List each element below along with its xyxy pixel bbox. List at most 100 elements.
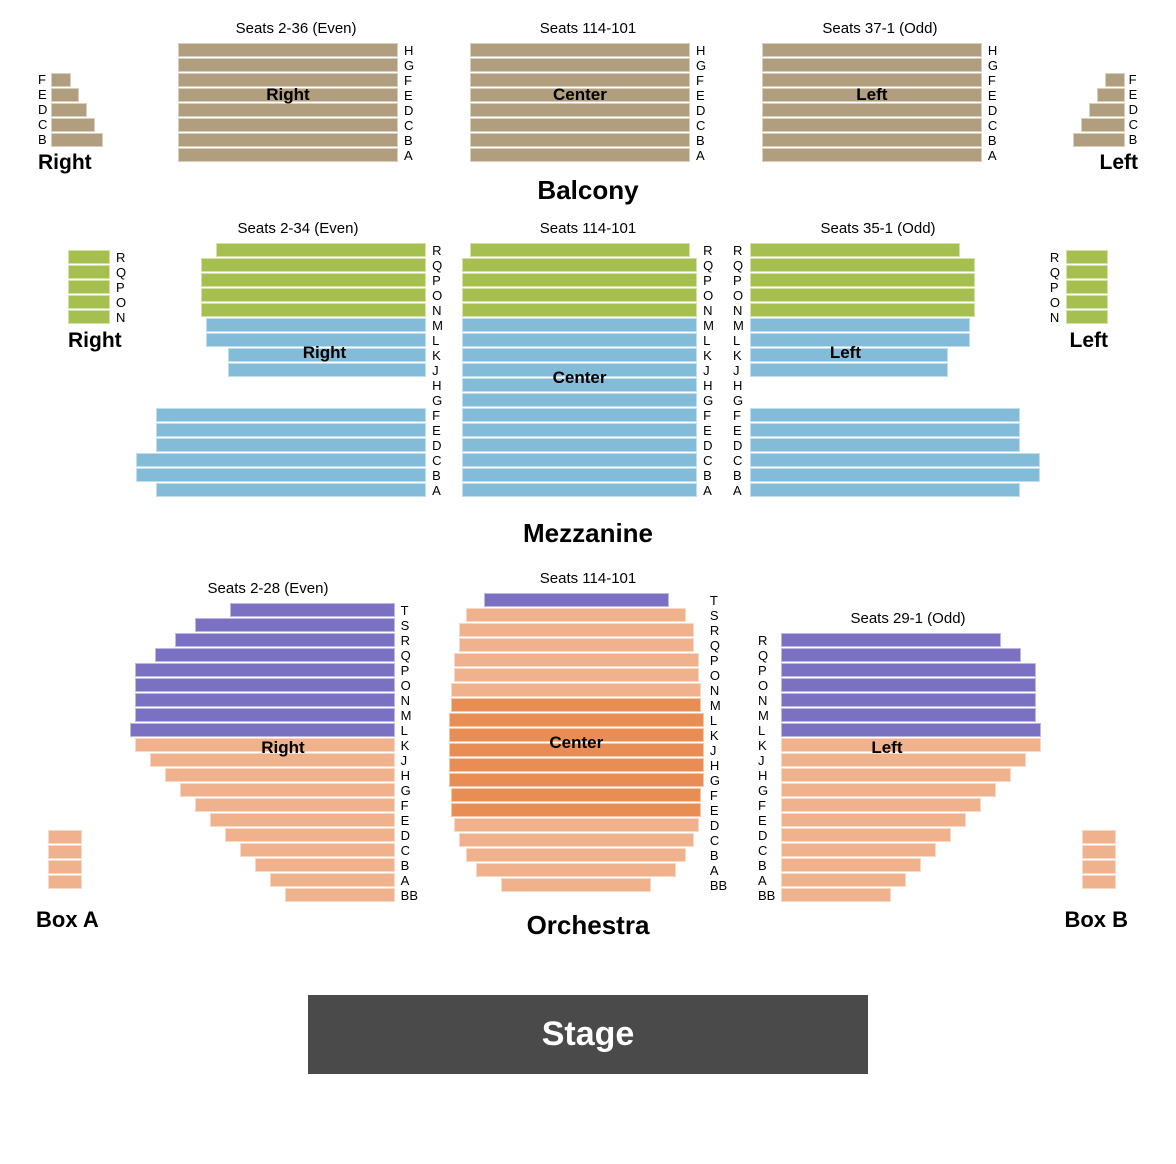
seat-row[interactable]	[51, 73, 71, 87]
seat-row[interactable]	[68, 265, 110, 279]
seat-row[interactable]	[781, 768, 1011, 782]
seat-row[interactable]	[462, 288, 697, 302]
seat-row[interactable]	[750, 273, 975, 287]
seat-row[interactable]	[762, 148, 982, 162]
seat-row[interactable]	[781, 708, 1036, 722]
seat-row[interactable]	[1082, 830, 1116, 844]
seat-row[interactable]	[136, 453, 426, 467]
seat-row[interactable]	[781, 813, 966, 827]
seat-row[interactable]	[51, 118, 95, 132]
seat-row[interactable]	[178, 103, 398, 117]
seat-row[interactable]	[285, 888, 395, 902]
seat-row[interactable]	[48, 845, 82, 859]
seat-row[interactable]	[68, 250, 110, 264]
seat-row[interactable]	[201, 288, 426, 302]
seat-row[interactable]	[1066, 295, 1108, 309]
seat-row[interactable]	[48, 875, 82, 889]
mezz-left-section[interactable]: Seats 35-1 (Odd) RQPONMLKJHGFEDCBA Left	[733, 220, 1023, 498]
seat-row[interactable]	[750, 303, 975, 317]
seat-row[interactable]	[750, 408, 1020, 422]
seat-row[interactable]	[781, 858, 921, 872]
seat-row[interactable]	[781, 633, 1001, 647]
seat-row[interactable]	[255, 858, 395, 872]
seat-row[interactable]	[750, 453, 1040, 467]
mezz-far-left[interactable]: RQPON Left	[1050, 250, 1108, 353]
orch-center-section[interactable]: Seats 114-101 Center TSRQPONMLKJHGFEDCBA…	[449, 570, 727, 893]
seat-row[interactable]	[175, 633, 395, 647]
seat-row[interactable]	[454, 818, 699, 832]
seat-row[interactable]	[470, 148, 690, 162]
seat-row[interactable]	[454, 653, 699, 667]
seat-row[interactable]	[201, 258, 426, 272]
seat-row[interactable]	[501, 878, 651, 892]
seat-row[interactable]	[750, 423, 1020, 437]
seat-row[interactable]	[1081, 118, 1125, 132]
seat-row[interactable]	[750, 288, 975, 302]
seat-row[interactable]	[762, 43, 982, 57]
seat-row[interactable]	[762, 103, 982, 117]
seat-row[interactable]	[466, 608, 686, 622]
seat-row[interactable]	[201, 273, 426, 287]
mezz-right-section[interactable]: Seats 2-34 (Even) Right RQPONMLKJHGFEDCB…	[153, 220, 443, 498]
seat-row[interactable]	[459, 638, 694, 652]
seat-row[interactable]	[178, 43, 398, 57]
seat-row[interactable]	[470, 133, 690, 147]
seat-row[interactable]	[462, 318, 697, 332]
seat-row[interactable]	[781, 843, 936, 857]
seat-row[interactable]	[225, 828, 395, 842]
seat-row[interactable]	[210, 813, 395, 827]
seat-row[interactable]	[48, 830, 82, 844]
seat-row[interactable]	[459, 623, 694, 637]
seat-row[interactable]	[48, 860, 82, 874]
seat-row[interactable]	[781, 678, 1036, 692]
seat-row[interactable]	[51, 103, 87, 117]
seat-row[interactable]	[459, 833, 694, 847]
seat-row[interactable]	[781, 828, 951, 842]
seat-row[interactable]	[156, 408, 426, 422]
seat-row[interactable]	[156, 483, 426, 497]
seat-row[interactable]	[155, 648, 395, 662]
seat-row[interactable]	[1066, 250, 1108, 264]
balcony-right-section[interactable]: Seats 2-36 (Even) Right HGFEDCBA	[178, 20, 414, 163]
seat-row[interactable]	[462, 468, 697, 482]
seat-row[interactable]	[781, 663, 1036, 677]
seat-row[interactable]	[762, 118, 982, 132]
seat-row[interactable]	[51, 88, 79, 102]
seat-row[interactable]	[156, 438, 426, 452]
seat-row[interactable]	[1082, 845, 1116, 859]
seat-row[interactable]	[781, 873, 906, 887]
seat-row[interactable]	[462, 453, 697, 467]
seat-row[interactable]	[454, 668, 699, 682]
seat-row[interactable]	[136, 468, 426, 482]
seat-row[interactable]	[135, 663, 395, 677]
seat-row[interactable]	[68, 295, 110, 309]
seat-row[interactable]	[750, 483, 1020, 497]
seat-row[interactable]	[135, 693, 395, 707]
seat-row[interactable]	[1066, 280, 1108, 294]
seat-row[interactable]	[750, 258, 975, 272]
balcony-far-left[interactable]: FEDCB Left	[1073, 72, 1138, 175]
seat-row[interactable]	[750, 243, 960, 257]
seat-row[interactable]	[449, 713, 704, 727]
seat-row[interactable]	[462, 348, 697, 362]
seat-row[interactable]	[1066, 310, 1108, 324]
seat-row[interactable]	[466, 848, 686, 862]
seat-row[interactable]	[476, 863, 676, 877]
seat-row[interactable]	[470, 43, 690, 57]
seat-row[interactable]	[451, 788, 701, 802]
seat-row[interactable]	[1089, 103, 1125, 117]
orch-left-section[interactable]: Seats 29-1 (Odd) RQPONMLKJHGFEDCBABB Lef…	[758, 610, 1058, 903]
seat-row[interactable]	[195, 618, 395, 632]
seat-row[interactable]	[750, 363, 948, 377]
seat-row[interactable]	[216, 243, 426, 257]
orch-right-section[interactable]: Seats 2-28 (Even) Right TSRQPONMLKJHGFED…	[118, 580, 418, 903]
seat-row[interactable]	[462, 393, 697, 407]
seat-row[interactable]	[462, 333, 697, 347]
seat-row[interactable]	[484, 593, 669, 607]
seat-row[interactable]	[750, 468, 1040, 482]
seat-row[interactable]	[462, 408, 697, 422]
seat-row[interactable]	[451, 698, 701, 712]
seat-row[interactable]	[178, 133, 398, 147]
seat-row[interactable]	[178, 118, 398, 132]
seat-row[interactable]	[462, 258, 697, 272]
